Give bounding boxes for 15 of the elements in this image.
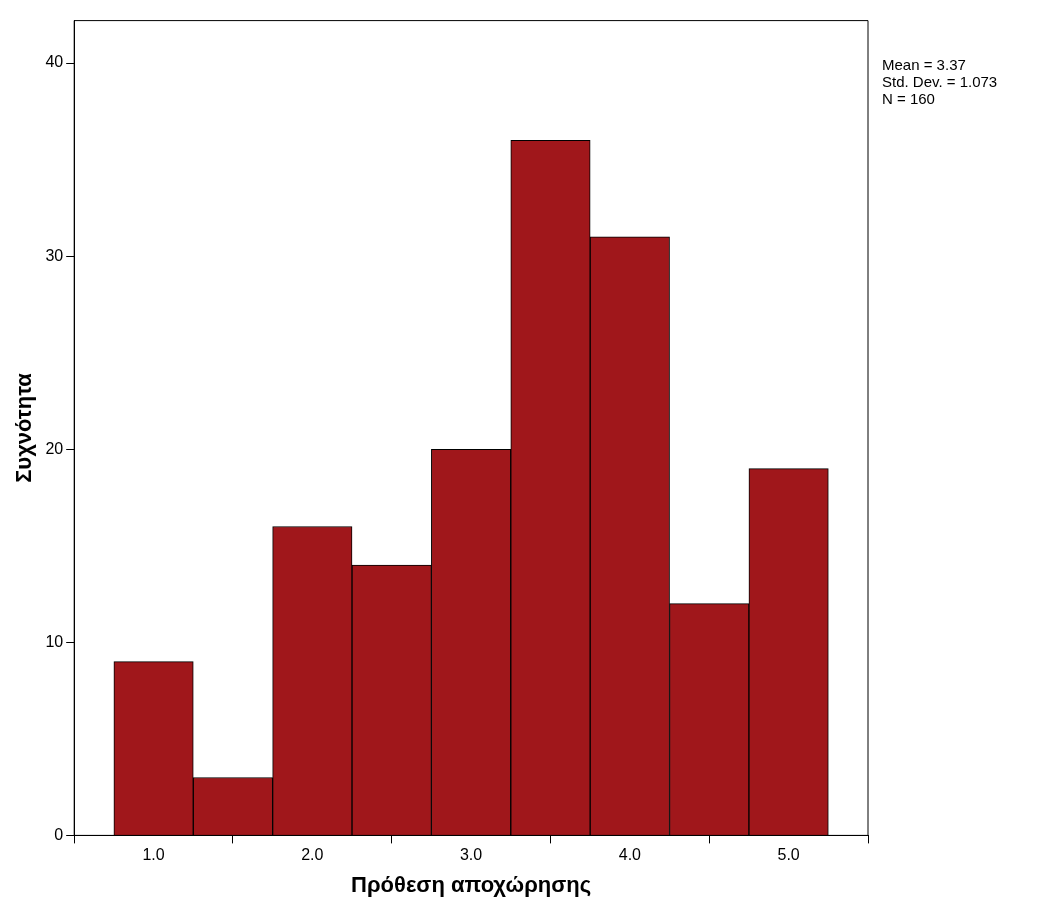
x-tick-label: 5.0 [777,846,800,864]
x-tick-label: 1.0 [142,846,165,864]
text: N = 160 [882,90,935,108]
y-tick-label: 0 [54,825,64,843]
x-tick-label: 3.0 [459,846,483,864]
y-tick-label: 10 [45,632,64,650]
x-axis-title: Πρόθεση αποχώρησης [351,871,592,897]
y-tick-label: 20 [45,439,64,457]
text: Std. Dev. = 1.073 [882,73,998,91]
x-tick-label: 2.0 [301,846,324,864]
y-axis-title: Συχνότητα [11,372,37,483]
text: Mean = 3.37 [882,56,966,74]
y-tick-label: 30 [45,246,64,264]
y-tick-label: 40 [45,53,64,71]
x-tick-label: 4.0 [618,846,642,864]
